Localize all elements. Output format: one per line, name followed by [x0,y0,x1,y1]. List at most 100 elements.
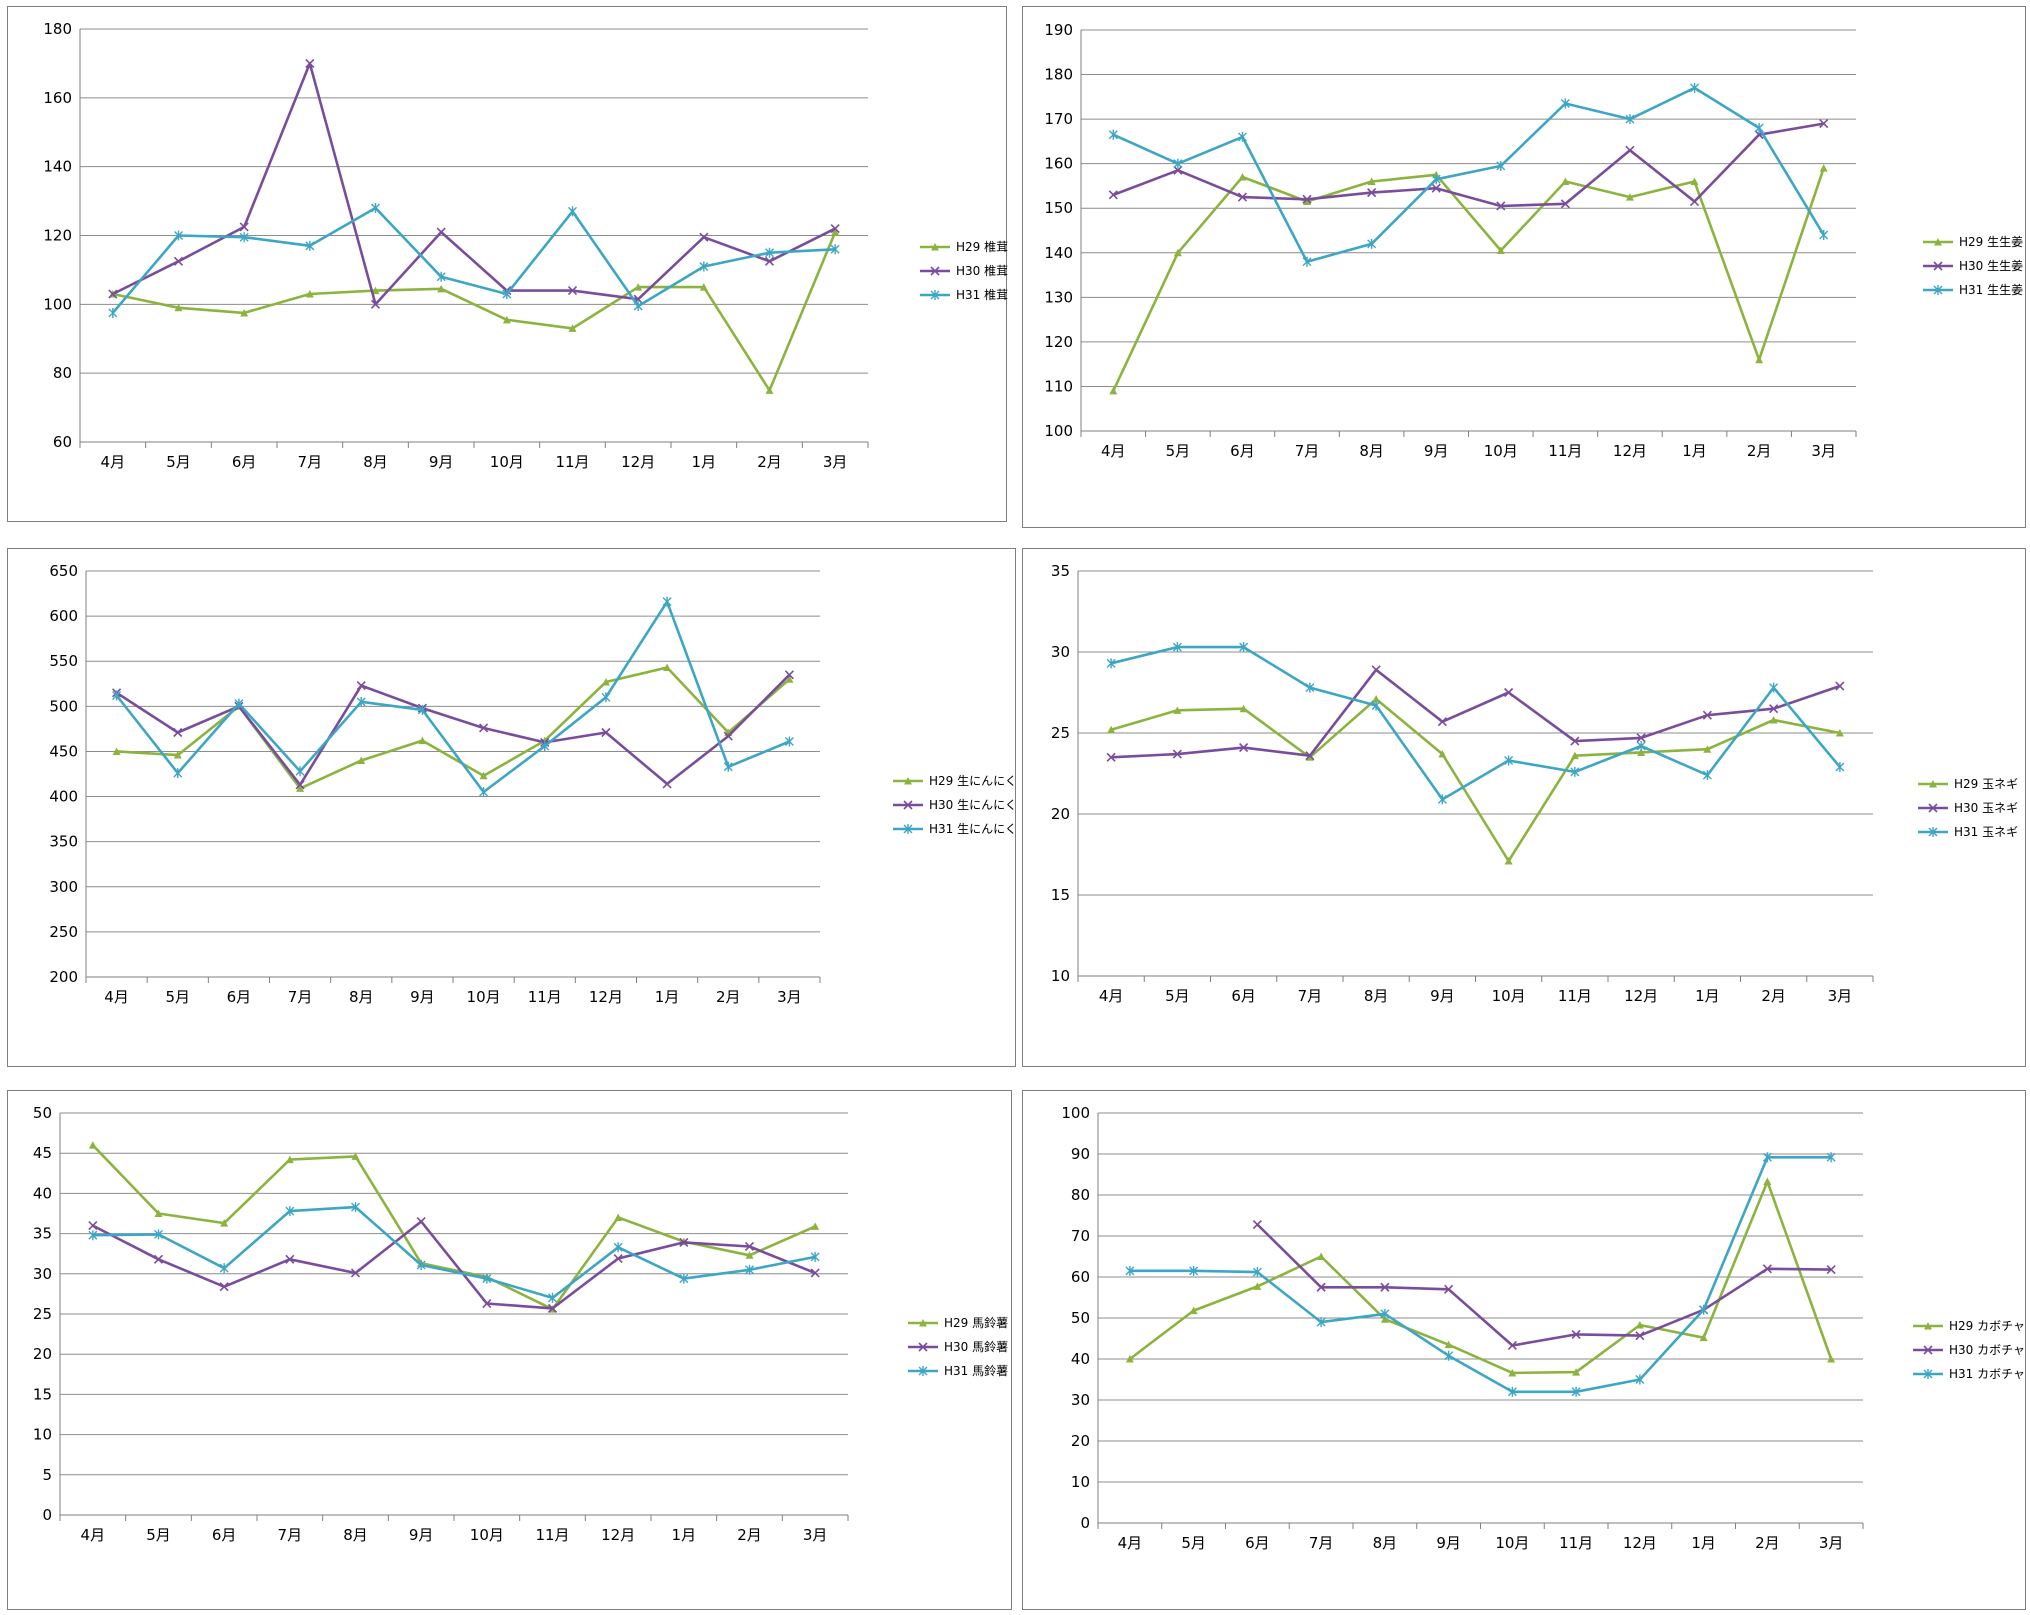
h30-point [416,1216,426,1227]
legend-label: H30 生生姜 [1959,259,2023,273]
legend-marker [1933,285,1943,295]
h30-point [1380,1282,1390,1292]
legend-item-h29: H29 馬鈴薯 [908,1315,1008,1330]
h29-point [785,675,794,683]
h31-point [1252,1267,1262,1278]
x-tick-label: 8月 [363,453,388,471]
x-tick-label: 7月 [298,453,323,471]
h29-point [479,771,488,780]
h31-point [219,1263,229,1274]
h29-point [1239,704,1248,713]
h31-series [112,596,794,798]
h29-point [1438,750,1447,758]
x-tick-label: 8月 [1359,442,1384,460]
legend-label: H31 馬鈴薯 [944,1363,1008,1378]
legend-marker [904,777,912,785]
x-tick-label: 7月 [1298,987,1323,1005]
y-tick-label: 70 [1071,1227,1090,1245]
y-tick-label: 40 [33,1184,52,1202]
h29-point [1303,197,1312,206]
h29-point [1496,246,1505,255]
h31-point [1302,256,1312,267]
h31-point [371,202,380,213]
legend-marker [1934,238,1942,246]
y-tick-label: 30 [33,1265,52,1283]
h30-series [88,1216,820,1313]
h30-point [1237,192,1248,202]
h30-point [295,780,305,790]
legend-item-h29: H29 生にんにく [893,774,1017,788]
y-tick-label: 15 [33,1385,52,1403]
h31-point [1819,229,1829,240]
legend-label: H29 生生姜 [1959,235,2023,249]
x-tick-label: 11月 [1559,1534,1593,1552]
x-tick-label: 8月 [1373,1534,1398,1552]
h31-point [540,741,550,752]
pumpkin-chart-panel: 0 10 20 30 40 50 60 70 80 90 100 4月 5月 6月 7月 8月 9月 10月 11月… [1022,1090,2026,1610]
y-tick-label: 180 [1044,66,1073,84]
y-tick-label: 140 [1044,244,1073,262]
h30-series [1108,119,1829,211]
y-tick-label: 30 [1071,1391,1090,1409]
y-tick-label: 10 [1071,1473,1090,1491]
h31-point [1305,682,1315,693]
x-tick-label: 7月 [1309,1534,1334,1552]
h31-point [1702,770,1712,781]
h29-point [1504,856,1513,865]
h30-point [1437,717,1447,727]
h29-point [1380,1315,1389,1323]
h29-point [1835,729,1844,737]
h31-point [351,1202,360,1213]
y-tick-label: 80 [1071,1186,1090,1204]
h30-point [356,681,366,691]
h31-point [1444,1350,1454,1361]
h31-point [1835,762,1845,773]
x-tick-label: 9月 [1436,1534,1461,1552]
h30-series [1252,1219,1836,1351]
x-tick-label: 1月 [1695,987,1720,1005]
y-tick-label: 400 [49,788,78,806]
h29-point [1819,164,1828,172]
legend-marker [1923,1345,1933,1355]
h29-point [811,1222,820,1230]
h29-point [1107,725,1116,734]
x-tick-label: 3月 [1828,987,1853,1005]
x-tick-label: 5月 [146,1526,171,1544]
legend-item-h30: H30 生生姜 [1923,259,2023,273]
h30-point [1239,743,1249,753]
line-chart: 0 10 20 30 40 50 60 70 80 90 100 4月 5月 6月 7月 8月 9月 10月 11月… [1061,1104,2025,1552]
h31-point [601,692,611,703]
h30-point [1252,1219,1262,1230]
h30-series [112,670,794,790]
x-tick-label: 9月 [1424,442,1449,460]
h30-point [1504,687,1514,698]
h29-point [1755,355,1764,364]
y-tick-label: 120 [1044,333,1073,351]
h30-point [1496,201,1506,211]
line-chart: 0 5 10 15 20 25 30 35 40 45 50 4月 5月 6月 7月 8月 9月 10月 11月 12… [33,1104,1008,1544]
h30-series [1106,665,1845,762]
y-tick-label: 25 [1051,724,1070,742]
x-tick-label: 2月 [716,988,741,1006]
h29-point [1238,173,1247,181]
onion-chart-panel: 10 15 20 25 30 35 4月 5月 6月 7月 8月 9月 10月 11月 12月 1月 2月 3月 H… [1022,548,2026,1067]
h31-point [784,736,794,747]
x-tick-label: 4月 [101,453,126,471]
x-tick-label: 9月 [1430,987,1455,1005]
h31-point [1367,238,1377,249]
legend-label: H31 椎茸 [956,287,1008,302]
h30-point [744,1241,755,1252]
h31-series [1108,82,1829,267]
h29-point [1372,694,1381,703]
y-tick-label: 500 [49,697,78,715]
h29-line [1110,697,1841,863]
h30-point [1826,1265,1836,1275]
h29-point [305,290,314,298]
h31-point [479,787,489,798]
x-tick-label: 3月 [777,988,802,1006]
h30-point [173,727,183,738]
y-tick-label: 150 [1044,199,1073,217]
h31-point [482,1273,492,1284]
legend-label: H29 カボチャ [1949,1319,2025,1333]
h31-point [502,289,512,300]
